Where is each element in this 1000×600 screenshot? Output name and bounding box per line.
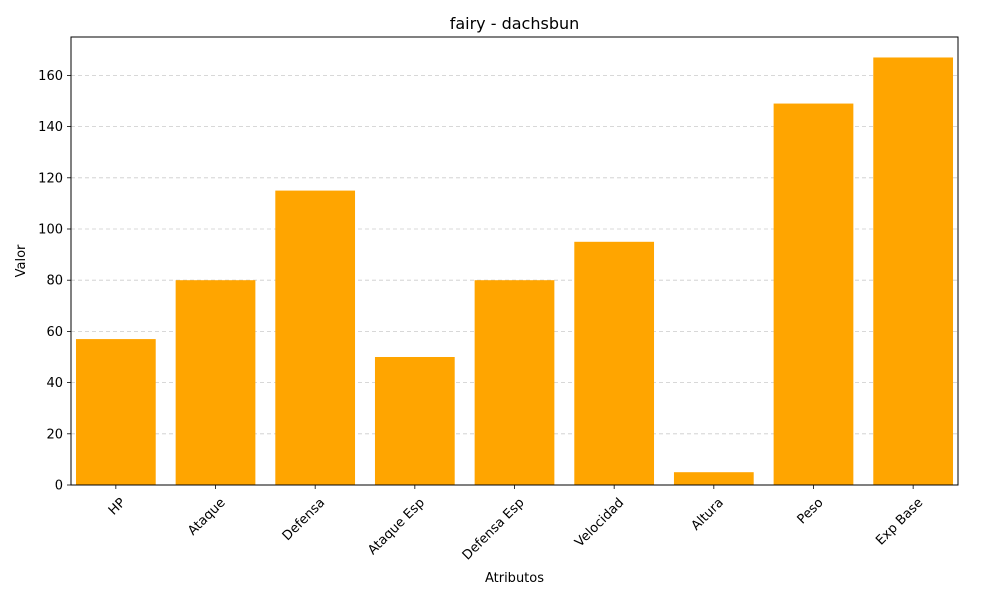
y-axis-ticks: 0 20 40 60 80 100 120 140 160 <box>38 69 71 494</box>
x-tick-label: Ataque <box>185 495 228 538</box>
chart-title: fairy - dachsbun <box>450 14 580 33</box>
x-tick-label: Altura <box>689 495 727 533</box>
bar-defensa-esp <box>474 280 555 485</box>
y-tick-label: 60 <box>46 325 63 340</box>
y-tick-label: 40 <box>46 376 63 391</box>
bar-hp <box>75 339 156 485</box>
bar-ataque <box>175 280 256 485</box>
x-tick-label: Peso <box>795 495 827 527</box>
bar-ataque-esp <box>374 357 455 485</box>
bar-exp-base <box>873 57 954 485</box>
bars <box>75 57 954 485</box>
bar-velocidad <box>574 241 655 485</box>
x-axis-ticks: HP Ataque Defensa Ataque Esp Defensa Esp Velo… <box>106 485 926 563</box>
y-tick-label: 20 <box>46 427 63 442</box>
x-tick-label: HP <box>106 495 129 518</box>
x-tick-label: Defensa Esp <box>460 495 528 563</box>
y-axis-label: Valor <box>14 244 29 277</box>
x-tick-label: Ataque Esp <box>365 495 428 558</box>
y-tick-label: 0 <box>55 479 63 494</box>
x-tick-label: Velocidad <box>572 495 627 550</box>
y-tick-label: 80 <box>46 274 63 289</box>
bar-altura <box>673 472 754 485</box>
y-tick-label: 140 <box>38 120 63 135</box>
x-tick-label: Exp Base <box>873 495 926 548</box>
bar-peso <box>773 103 854 485</box>
y-tick-label: 100 <box>38 223 63 238</box>
y-tick-label: 160 <box>38 69 63 84</box>
x-tick-label: Defensa <box>280 495 328 543</box>
x-axis-label: Atributos <box>485 571 544 586</box>
y-tick-label: 120 <box>38 171 63 186</box>
bar-defensa <box>275 190 356 485</box>
